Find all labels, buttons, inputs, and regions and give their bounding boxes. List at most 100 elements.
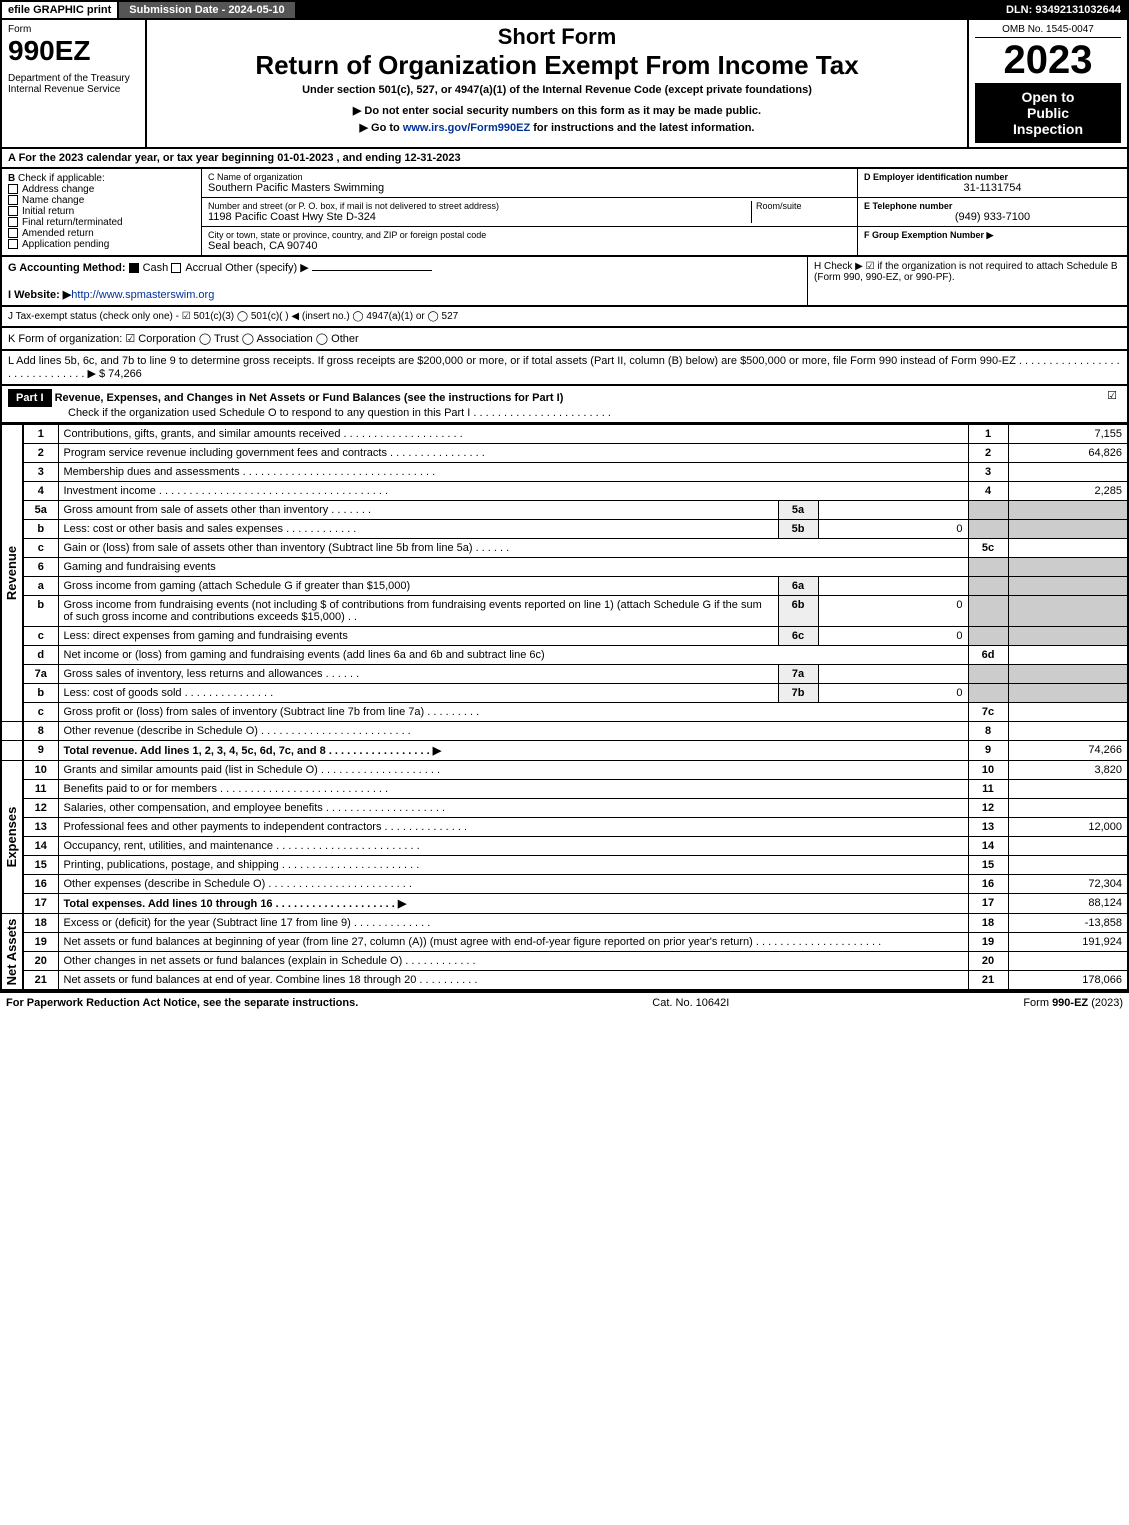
form-label: Form <box>8 24 139 35</box>
line-6b-sub: 6b <box>778 596 818 627</box>
line-6-amt-shaded <box>1008 558 1128 577</box>
line-6-ref-shaded <box>968 558 1008 577</box>
dln-label: DLN: 93492131032644 <box>1000 2 1127 18</box>
note-ssn: ▶ Do not enter social security numbers o… <box>153 104 961 117</box>
line-17-desc-text: Total expenses. Add lines 10 through 16 … <box>64 898 407 910</box>
line-3-amt <box>1008 463 1128 482</box>
line-7b-sub: 7b <box>778 684 818 703</box>
blank-vlabel-1 <box>1 722 23 741</box>
line-17-ref: 17 <box>968 894 1008 914</box>
line-5c-no: c <box>23 539 58 558</box>
line-6a-subval <box>818 577 968 596</box>
line-6c-sub: 6c <box>778 627 818 646</box>
line-5b-desc: Less: cost or other basis and sales expe… <box>58 520 778 539</box>
footer-left-text: For Paperwork Reduction Act Notice, see … <box>6 997 358 1009</box>
line-4-desc: Investment income . . . . . . . . . . . … <box>58 482 968 501</box>
footer-right-pre: Form <box>1023 997 1052 1009</box>
row-j-tax-exempt: J Tax-exempt status (check only one) - ☑… <box>0 307 1129 328</box>
title-main: Return of Organization Exempt From Incom… <box>153 50 961 81</box>
line-15-desc: Printing, publications, postage, and shi… <box>58 856 968 875</box>
line-14-ref: 14 <box>968 837 1008 856</box>
opt-other: Other (specify) ▶ <box>225 262 309 274</box>
revenue-section-label: Revenue <box>1 425 23 722</box>
checkbox-name-change[interactable] <box>8 195 18 205</box>
line-6-desc: Gaming and fundraising events <box>58 558 968 577</box>
line-18-amt: -13,858 <box>1008 914 1128 933</box>
checkbox-address-change[interactable] <box>8 184 18 194</box>
line-10-ref: 10 <box>968 761 1008 780</box>
line-6a-amt-shaded <box>1008 577 1128 596</box>
line-2-ref: 2 <box>968 444 1008 463</box>
line-14-desc: Occupancy, rent, utilities, and maintena… <box>58 837 968 856</box>
tax-year: 2023 <box>975 38 1121 83</box>
irs-label: Internal Revenue Service <box>8 84 139 95</box>
subtitle: Under section 501(c), 527, or 4947(a)(1)… <box>153 84 961 96</box>
line-7a-no: 7a <box>23 665 58 684</box>
line-17-desc: Total expenses. Add lines 10 through 16 … <box>58 894 968 914</box>
line-5a-sub: 5a <box>778 501 818 520</box>
part1-check-line: Check if the organization used Schedule … <box>68 407 611 419</box>
line-6-no: 6 <box>23 558 58 577</box>
line-14-amt <box>1008 837 1128 856</box>
line-13-amt: 12,000 <box>1008 818 1128 837</box>
checkbox-application-pending[interactable] <box>8 239 18 249</box>
line-6a-desc: Gross income from gaming (attach Schedul… <box>58 577 778 596</box>
line-19-desc: Net assets or fund balances at beginning… <box>58 933 968 952</box>
line-11-amt <box>1008 780 1128 799</box>
line-6c-ref-shaded <box>968 627 1008 646</box>
ein-label: D Employer identification number <box>864 172 1121 182</box>
checkbox-amended-return[interactable] <box>8 228 18 238</box>
checkbox-cash[interactable] <box>129 263 139 273</box>
line-7b-no: b <box>23 684 58 703</box>
line-10-no: 10 <box>23 761 58 780</box>
irs-link[interactable]: www.irs.gov/Form990EZ <box>403 122 530 134</box>
line-6d-no: d <box>23 646 58 665</box>
line-16-desc: Other expenses (describe in Schedule O) … <box>58 875 968 894</box>
dept-label: Department of the Treasury <box>8 73 139 84</box>
column-b-checkboxes: B Check if applicable: Address change Na… <box>2 169 202 255</box>
line-5a-subval <box>818 501 968 520</box>
line-6a-sub: 6a <box>778 577 818 596</box>
header-center: Short Form Return of Organization Exempt… <box>147 20 967 147</box>
org-name-label: C Name of organization <box>208 172 851 182</box>
footer-left: For Paperwork Reduction Act Notice, see … <box>6 997 358 1009</box>
line-3-ref: 3 <box>968 463 1008 482</box>
goto-post: for instructions and the latest informat… <box>530 122 754 134</box>
line-21-desc: Net assets or fund balances at end of ye… <box>58 971 968 991</box>
line-13-desc: Professional fees and other payments to … <box>58 818 968 837</box>
line-7a-subval <box>818 665 968 684</box>
efile-print-label[interactable]: efile GRAPHIC print <box>2 2 117 18</box>
line-6b-subval: 0 <box>818 596 968 627</box>
line-16-amt: 72,304 <box>1008 875 1128 894</box>
line-4-no: 4 <box>23 482 58 501</box>
line-16-ref: 16 <box>968 875 1008 894</box>
column-d-ein: D Employer identification number 31-1131… <box>857 169 1127 255</box>
blank-vlabel-2 <box>1 741 23 761</box>
line-15-amt <box>1008 856 1128 875</box>
website-link[interactable]: http://www.spmasterswim.org <box>71 289 214 301</box>
line-8-amt <box>1008 722 1128 741</box>
line-5a-ref-shaded <box>968 501 1008 520</box>
line-7a-sub: 7a <box>778 665 818 684</box>
line-5b-subval: 0 <box>818 520 968 539</box>
info-grid: B Check if applicable: Address change Na… <box>0 169 1129 257</box>
omb-number: OMB No. 1545-0047 <box>975 24 1121 38</box>
line-1-desc: Contributions, gifts, grants, and simila… <box>58 425 968 444</box>
line-12-desc: Salaries, other compensation, and employ… <box>58 799 968 818</box>
city-label: City or town, state or province, country… <box>208 230 851 240</box>
open-to-public: Open to Public Inspection <box>975 83 1121 143</box>
opt-initial-return: Initial return <box>22 206 74 217</box>
line-7b-ref-shaded <box>968 684 1008 703</box>
submission-date: Submission Date - 2024-05-10 <box>117 2 296 18</box>
phone-value: (949) 933-7100 <box>864 211 1121 223</box>
line-7b-desc: Less: cost of goods sold . . . . . . . .… <box>58 684 778 703</box>
line-1-amt: 7,155 <box>1008 425 1128 444</box>
checkbox-accrual[interactable] <box>171 263 181 273</box>
row-k-form-org: K Form of organization: ☑ Corporation ◯ … <box>0 328 1129 351</box>
other-specify-input[interactable] <box>312 270 432 271</box>
line-4-amt: 2,285 <box>1008 482 1128 501</box>
line-6b-amt-shaded <box>1008 596 1128 627</box>
checkbox-final-return[interactable] <box>8 217 18 227</box>
checkbox-initial-return[interactable] <box>8 206 18 216</box>
part1-schedule-o-check[interactable]: ☑ <box>1097 386 1127 422</box>
